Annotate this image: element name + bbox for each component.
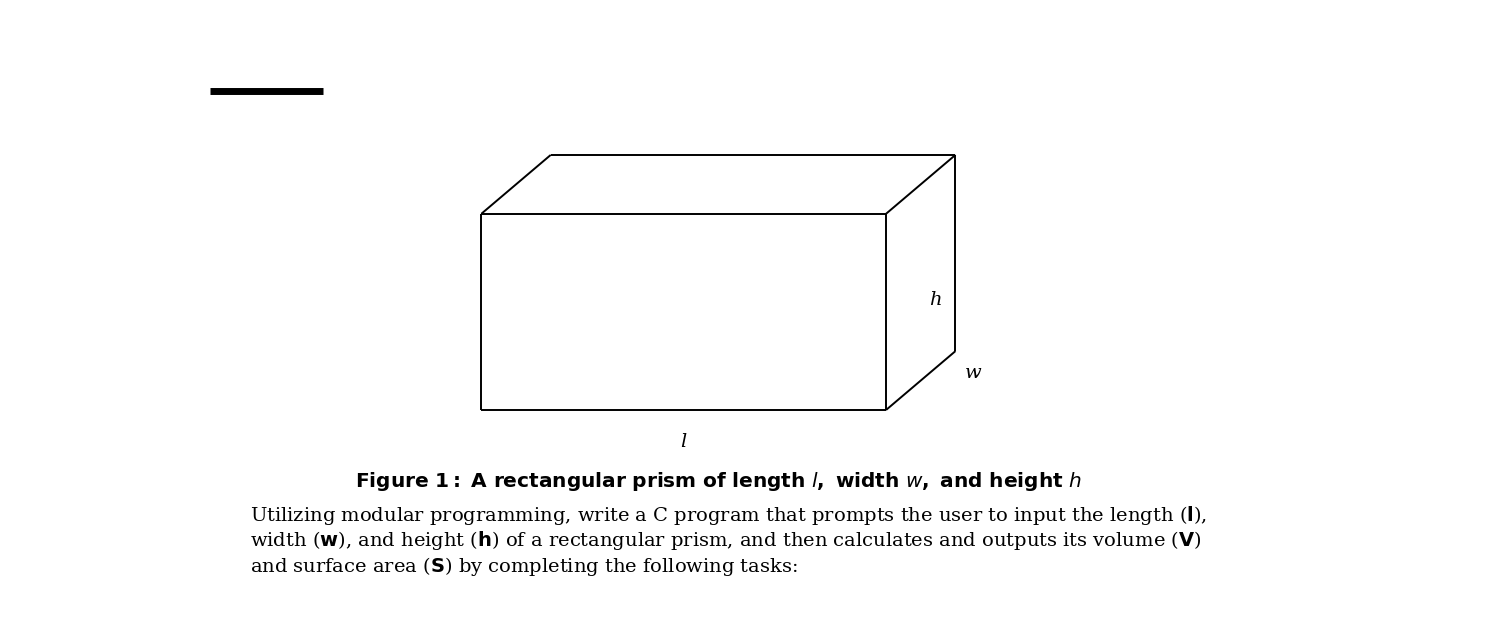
- Text: and surface area ($\mathbf{S}$) by completing the following tasks:: and surface area ($\mathbf{S}$) by compl…: [251, 555, 798, 578]
- Text: l: l: [680, 433, 686, 451]
- Text: w: w: [964, 364, 982, 382]
- Text: Utilizing modular programming, write a C program that prompts the user to input : Utilizing modular programming, write a C…: [251, 504, 1207, 527]
- Text: width ($\mathbf{w}$), and height ($\mathbf{h}$) of a rectangular prism, and then: width ($\mathbf{w}$), and height ($\math…: [251, 529, 1201, 552]
- Text: h: h: [930, 290, 941, 308]
- Text: $\mathbf{Figure\ 1:\ A\ rectangular\ prism\ of\ length\ }$$\mathbf{\mathit{l}}$$: $\mathbf{Figure\ 1:\ A\ rectangular\ pri…: [355, 469, 1082, 492]
